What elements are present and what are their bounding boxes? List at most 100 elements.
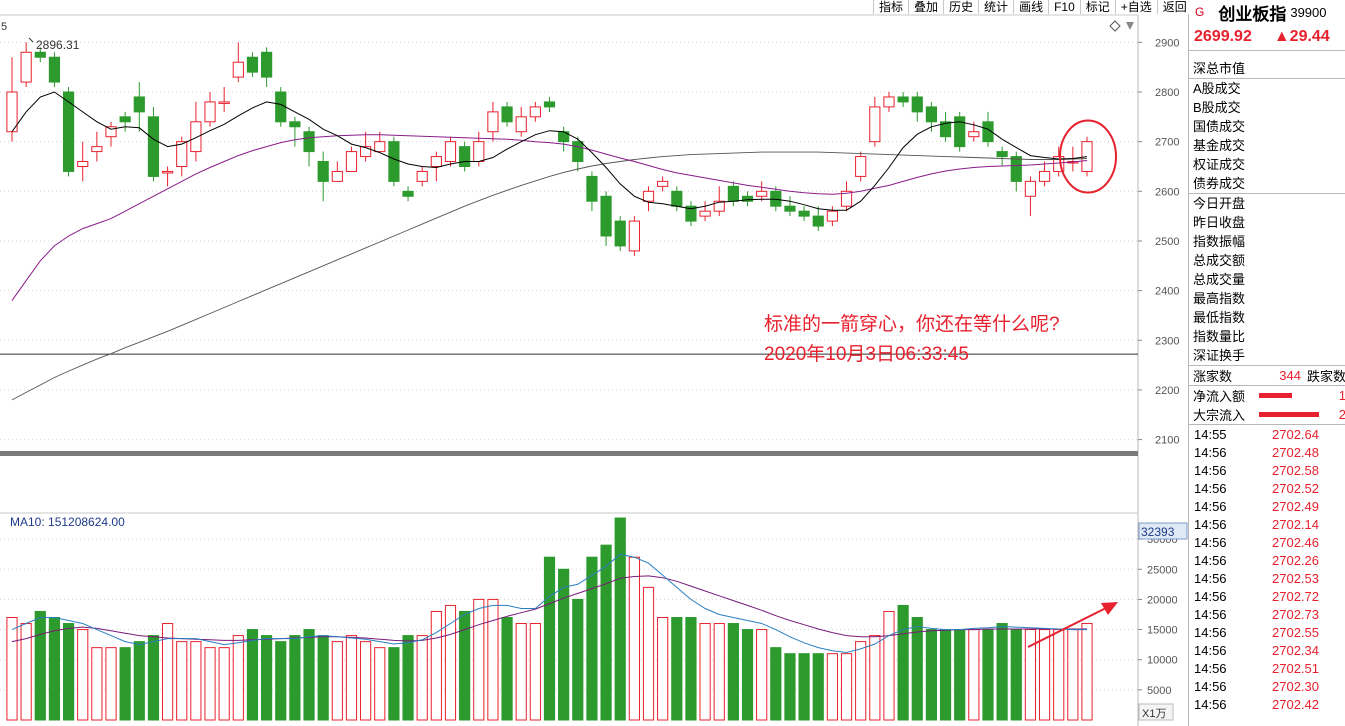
toolbar-back-button[interactable]: 返回: [1156, 0, 1192, 14]
candle-body: [176, 141, 188, 167]
candle-body: [62, 91, 75, 172]
candle-body: [20, 51, 32, 83]
current-price: 2699.92: [1194, 28, 1252, 45]
tick-time: 14:56: [1194, 553, 1227, 568]
annotation-line2: 2020年10月3日06:33:45: [764, 344, 969, 365]
volume-axis-label: 15000: [1147, 625, 1178, 637]
candle-body: [840, 190, 853, 207]
tick-time: 14:56: [1194, 643, 1227, 658]
candle-body: [1081, 141, 1093, 172]
market-item: 基金成交: [1193, 138, 1246, 153]
volume-bar: [289, 635, 301, 721]
candle-body: [119, 116, 131, 123]
candle-body: [48, 56, 61, 83]
candle-body: [543, 101, 556, 108]
panel-header: G 创业板指 39900: [1189, 0, 1345, 24]
candle-body: [727, 185, 739, 202]
candle-body: [1038, 170, 1051, 182]
volume-bar: [77, 629, 89, 721]
toolbar-add-watchlist-button[interactable]: +自选: [1114, 0, 1157, 14]
candle-body: [261, 51, 273, 78]
diamond-icon[interactable]: [1109, 20, 1121, 32]
tick-time: 14:56: [1194, 679, 1227, 694]
flow-label: 大宗流入: [1193, 408, 1246, 423]
candle-body: [600, 195, 612, 237]
toolbar-draw-button[interactable]: 画线: [1013, 0, 1048, 14]
volume-bar: [727, 623, 739, 721]
candle-body: [954, 116, 966, 148]
tick-price: 2702.14: [1272, 517, 1319, 532]
candle-body: [388, 141, 400, 182]
flow-bar: [1259, 393, 1292, 398]
kline-chart[interactable]: 2100 2200 2300 2400 2500 2600 2700 2800 2900 5000…: [0, 0, 1188, 726]
candle-body: [204, 101, 216, 123]
candle-body: [883, 96, 895, 108]
volume-ma1-line: [11, 553, 1087, 654]
tick-time: 14:56: [1194, 625, 1227, 640]
volume-bar: [416, 635, 428, 721]
tick-price: 2702.42: [1272, 697, 1319, 712]
candle-body: [657, 180, 669, 187]
volume-bar: [939, 629, 952, 721]
expand-icon[interactable]: [1126, 22, 1134, 30]
volume-bar: [642, 586, 655, 721]
candle-body: [1024, 180, 1037, 197]
volume-bar: [232, 635, 244, 721]
candle-body: [784, 205, 796, 212]
volume-bar: [925, 629, 938, 721]
volume-bar: [1067, 629, 1079, 721]
volume-bar: [430, 610, 442, 721]
market-item: 国债成交: [1193, 119, 1246, 134]
toolbar-f10-button[interactable]: F10: [1048, 0, 1080, 14]
candle-body: [402, 190, 414, 197]
candle-body: [501, 106, 513, 123]
tick-time: 14:56: [1194, 445, 1227, 460]
candle-body: [996, 151, 1008, 158]
volume-bar: [784, 653, 796, 721]
volume-bar: [1010, 629, 1022, 721]
volume-bar: [331, 641, 343, 721]
volume-bar: [614, 517, 626, 721]
candle-body: [713, 200, 725, 212]
volume-bar: [48, 617, 61, 721]
toolbar-indicator-button[interactable]: 指标: [873, 0, 908, 14]
volume-bar: [968, 629, 980, 721]
volume-bar: [657, 617, 669, 721]
volume-bar: [119, 647, 131, 721]
toolbar-overlay-button[interactable]: 叠加: [908, 0, 943, 14]
volume-bar: [190, 641, 202, 721]
flow-row: 净流入额 1: [1189, 386, 1345, 405]
volume-bar: [671, 617, 683, 721]
stats-top-label: 深总市值: [1193, 61, 1246, 76]
tick-row: 14:56 2702.52: [1189, 480, 1345, 498]
candle-body: [473, 141, 485, 163]
toolbar-stats-button[interactable]: 统计: [978, 0, 1013, 14]
candle-body: [756, 190, 768, 197]
tick-price: 2702.30: [1272, 679, 1319, 694]
price-axis-label: 2500: [1155, 236, 1179, 248]
panel-splitter[interactable]: [0, 451, 1138, 456]
candle-body: [826, 210, 838, 222]
volume-bar: [883, 610, 895, 721]
tick-time: 14:56: [1194, 499, 1227, 514]
price-axis-label: 2400: [1155, 286, 1179, 298]
candle-body: [34, 51, 46, 58]
index-stat-item: 总成交额: [1193, 253, 1246, 268]
candle-body: [897, 96, 909, 103]
toolbar-history-button[interactable]: 历史: [943, 0, 978, 14]
price-axis-label: 2800: [1155, 87, 1179, 99]
candle-body: [642, 190, 655, 202]
candle-body: [855, 156, 867, 177]
candle-body: [416, 170, 428, 182]
toolbar-mark-button[interactable]: 标记: [1079, 0, 1115, 14]
candle-body: [968, 131, 980, 138]
index-stat-item: 最高指数: [1193, 291, 1246, 306]
volume-bar: [473, 598, 485, 721]
index-stat-item: 指数振幅: [1193, 234, 1246, 249]
candle-body: [331, 170, 343, 182]
tick-row: 14:56 2702.58: [1189, 462, 1345, 480]
tick-list[interactable]: 14:55 2702.64 14:56 2702.48 14:56 2702.58 14:5…: [1189, 425, 1345, 714]
volume-bar: [911, 617, 923, 721]
tick-row: 14:55 2702.64: [1189, 426, 1345, 444]
candle-body: [345, 151, 358, 172]
